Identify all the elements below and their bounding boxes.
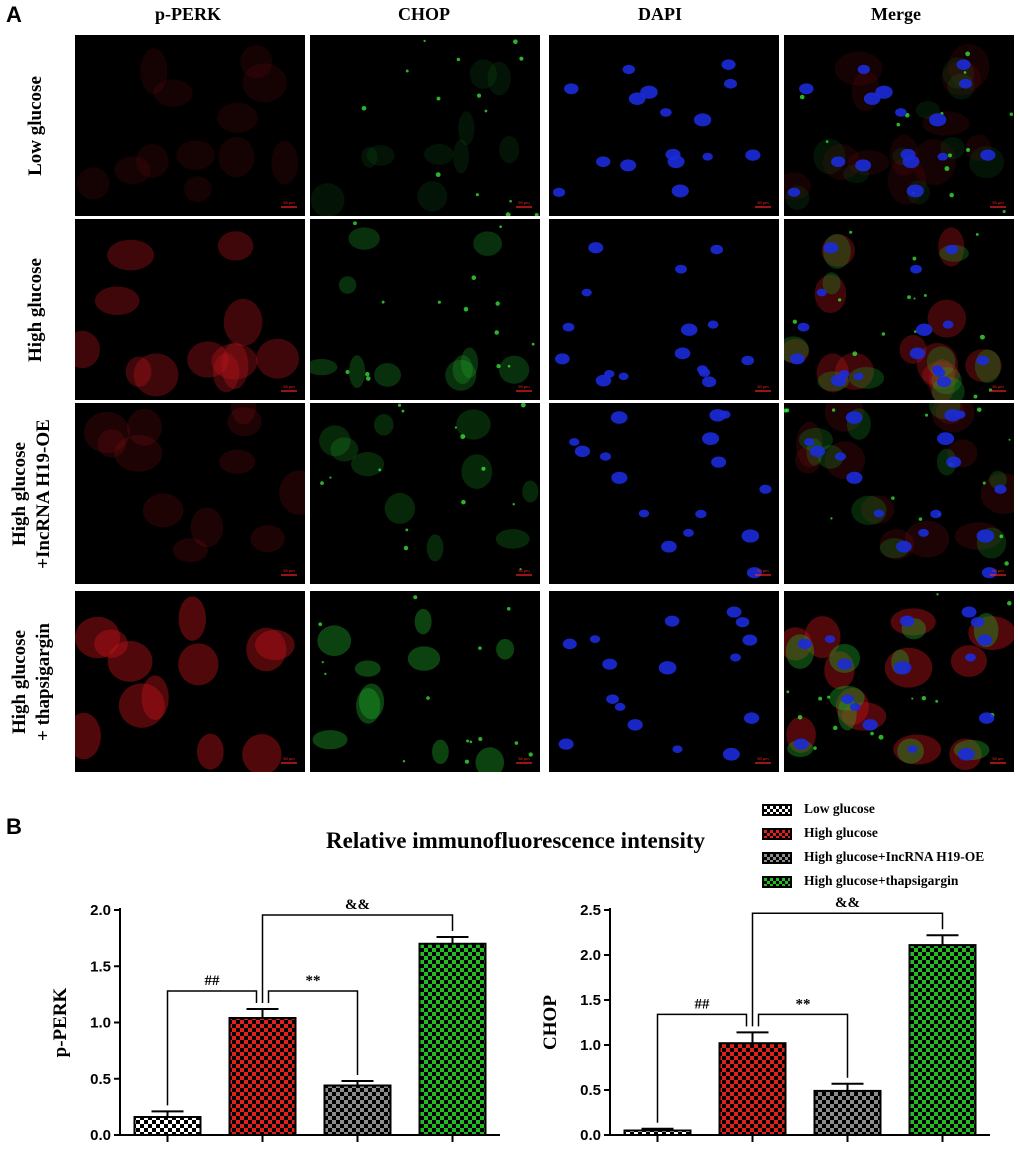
micrograph-merge-row-2: 50 μm <box>784 219 1014 400</box>
scale-bar-label: 50 μm <box>518 568 530 573</box>
y-tick-label: 2.0 <box>580 947 601 964</box>
y-tick-label: 2.5 <box>580 902 601 919</box>
micrograph-merge-row-3: 50 μm <box>784 403 1014 584</box>
legend-label: Low glucose <box>804 801 875 816</box>
scale-bar-label: 50 μm <box>518 384 530 389</box>
significance-label: ## <box>205 973 221 989</box>
micrograph-p-perk-row-1: 50 μm <box>75 35 305 216</box>
column-header-dapi: DAPI <box>638 4 682 24</box>
column-header-chop: CHOP <box>398 4 450 24</box>
y-tick-label: 1.5 <box>90 958 111 975</box>
legend-label: High glucose <box>804 825 878 840</box>
y-axis-label: CHOP <box>540 995 561 1050</box>
micrograph-dapi-row-4: 50 μm <box>549 591 779 772</box>
micrograph-p-perk-row-2: 50 μm <box>75 219 305 400</box>
significance-bracket <box>751 912 944 1027</box>
y-tick-label: 1.0 <box>90 1015 111 1032</box>
y-tick-label: 0.5 <box>90 1071 111 1088</box>
scale-bar-label: 50 μm <box>757 756 769 761</box>
y-tick-label: 0.0 <box>580 1127 601 1144</box>
panel-a-letter: A <box>6 2 22 27</box>
micrograph-dapi-row-1: 50 μm <box>549 35 779 216</box>
panel-b-letter: B <box>6 814 22 839</box>
bar-1 <box>623 1129 692 1136</box>
row-label-low-glucose: Low glucose <box>25 76 46 176</box>
micrograph-merge-row-4: 50 μm <box>784 591 1014 772</box>
micrograph-merge-row-1: 50 μm <box>784 35 1014 216</box>
bar-2 <box>228 1017 297 1136</box>
scale-bar-label: 50 μm <box>518 756 530 761</box>
scale-bar-label: 50 μm <box>992 200 1004 205</box>
scale-bar-label: 50 μm <box>283 200 295 205</box>
bar-4 <box>908 944 977 1136</box>
chart-chop: 0.0 0.5 1.0 1.5 2.0 2.5 CHOP ## ** && <box>540 895 990 1144</box>
legend-swatch-white <box>762 804 792 816</box>
scale-bar-label: 50 μm <box>757 200 769 205</box>
bar-3 <box>813 1089 882 1136</box>
micrograph-chop-row-1: 50 μm <box>310 35 540 216</box>
chart-p-perk: 0.0 0.5 1.0 1.5 2.0 p-PERK ## ** && <box>50 897 500 1144</box>
micrograph-dapi-row-2: 50 μm <box>549 219 779 400</box>
micrograph-chop-row-4: 50 μm <box>310 591 540 772</box>
legend-swatch-gray <box>762 852 792 864</box>
y-tick-label: 1.5 <box>580 992 601 1009</box>
scale-bar-label: 50 μm <box>992 384 1004 389</box>
y-tick-label: 0.5 <box>580 1082 601 1099</box>
bar-2 <box>718 1042 787 1136</box>
scale-bar-label: 50 μm <box>992 756 1004 761</box>
legend-label: High glucose+IncRNA H19-OE <box>804 849 985 864</box>
legend-swatch-red <box>762 828 792 840</box>
legend-label: High glucose+thapsigargin <box>804 873 959 888</box>
scale-bar-label: 50 μm <box>283 756 295 761</box>
y-axis-label: p-PERK <box>50 987 71 1057</box>
scale-bar-label: 50 μm <box>283 384 295 389</box>
scale-bar-label: 50 μm <box>757 384 769 389</box>
scale-bar-label: 50 μm <box>283 568 295 573</box>
row-label-high-glucose-thapsigargin: High glucose + thapsigargin <box>9 623 54 741</box>
scale-bar-label: 50 μm <box>518 200 530 205</box>
legend-swatch-green <box>762 876 792 888</box>
significance-bracket <box>656 1013 748 1123</box>
significance-bracket <box>267 990 359 1075</box>
significance-bracket <box>261 914 454 1003</box>
micrograph-dapi-row-3: 50 μm <box>549 403 779 584</box>
micrograph-chop-row-3: 50 μm <box>310 403 540 584</box>
row-label-high-glucose-h19: High glucose +IncRNA H19-OE <box>9 419 54 569</box>
y-tick-label: 0.0 <box>90 1127 111 1144</box>
significance-label: && <box>835 895 860 911</box>
chart-title: Relative immunofluorescence intensity <box>326 828 706 853</box>
y-tick-label: 1.0 <box>580 1037 601 1054</box>
significance-label: && <box>345 897 370 913</box>
significance-label: ## <box>695 996 711 1012</box>
significance-label: ** <box>796 996 811 1012</box>
significance-label: ** <box>306 973 321 989</box>
column-header-merge: Merge <box>871 4 921 24</box>
micrograph-chop-row-2: 50 μm <box>310 219 540 400</box>
y-tick-label: 2.0 <box>90 902 111 919</box>
significance-bracket <box>166 990 258 1106</box>
row-label-high-glucose: High glucose <box>25 258 46 362</box>
scale-bar-label: 50 μm <box>992 568 1004 573</box>
micrograph-p-perk-row-3: 50 μm <box>75 403 305 584</box>
scale-bar-label: 50 μm <box>757 568 769 573</box>
column-header-p-perk: p-PERK <box>154 4 221 24</box>
bar-4 <box>418 942 487 1136</box>
bar-1 <box>133 1116 202 1136</box>
bar-3 <box>323 1084 392 1136</box>
significance-bracket <box>757 1013 849 1078</box>
micrograph-p-perk-row-4: 50 μm <box>75 591 305 772</box>
